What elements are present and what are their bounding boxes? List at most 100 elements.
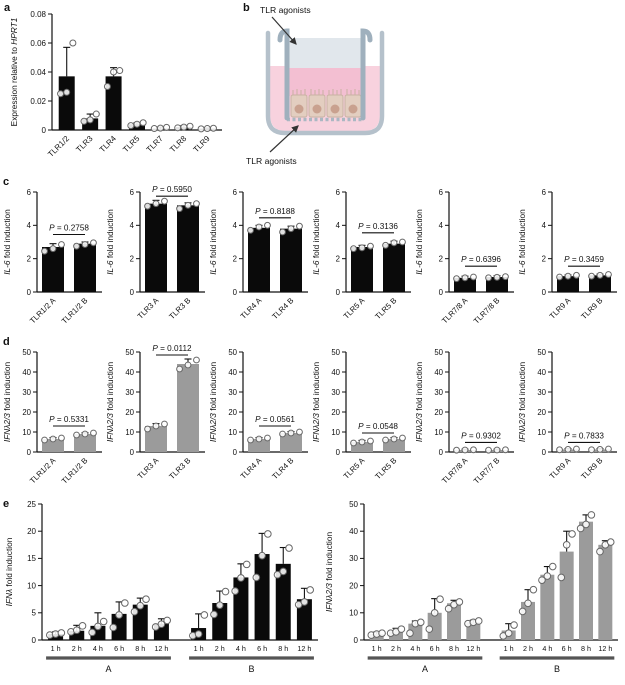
y-axis-title: IFNλ2/3 fold induction [105, 362, 115, 443]
x-tick-label: TLR1/2 B [60, 456, 90, 486]
data-point [350, 245, 357, 253]
y-tick-label: 30 [434, 388, 443, 397]
y-tick-label: 25 [27, 500, 36, 509]
bar [177, 205, 199, 292]
insert-wall-left [277, 28, 290, 121]
y-tick-label: 6 [336, 188, 340, 197]
y-tick-label: 20 [228, 408, 237, 417]
data-point [296, 428, 303, 436]
data-point [41, 247, 48, 255]
p-value: P = 0.0548 [358, 422, 398, 431]
y-tick-label: 30 [228, 388, 237, 397]
x-tick-label: 6 h [114, 644, 124, 653]
data-point [81, 241, 89, 248]
y-tick-label: 0 [542, 448, 547, 457]
bar [521, 601, 535, 640]
y-tick-label: 10 [22, 428, 31, 437]
data-point [587, 511, 596, 519]
data-point [115, 611, 123, 619]
data-point [588, 272, 595, 280]
bar [145, 426, 167, 452]
y-tick-label: 6 [130, 188, 134, 197]
data-point [444, 604, 453, 613]
data-point [582, 520, 590, 529]
data-point [470, 446, 477, 454]
group-label: A [422, 664, 428, 674]
bar [383, 439, 405, 452]
panel-label-e: e [3, 498, 10, 510]
p-value: P = 0.6396 [461, 255, 501, 264]
data-point [605, 271, 612, 278]
panel-label-d: d [3, 336, 10, 348]
bar [296, 599, 312, 640]
panel-c-chart-tlr4: 0 2 4 6 IL-6 fold induction TLR4 A TLR4 B P = 0… [208, 178, 311, 343]
data-point [606, 538, 615, 546]
data-point [378, 629, 386, 637]
x-tick-label: 4 h [542, 644, 552, 653]
y-tick-label: 2 [233, 254, 237, 263]
data-point [425, 625, 434, 633]
data-point [264, 434, 271, 442]
y-axis-title: IL-6 fold induction [311, 209, 321, 275]
data-point [562, 541, 571, 549]
data-point [73, 242, 80, 250]
data-point [116, 67, 124, 75]
x-tick-label: 12 h [154, 644, 168, 653]
data-point [197, 125, 205, 133]
data-point [163, 616, 171, 625]
chart-c4: 0 2 4 6 IL-6 fold induction TLR5 A TLR5 B P = 0… [311, 188, 411, 321]
data-point [390, 435, 398, 443]
data-point [493, 273, 501, 281]
x-tick-label: TLR5 [121, 134, 142, 155]
x-tick-label: TLR3 A [136, 295, 161, 320]
data-point [358, 438, 366, 446]
data-point [121, 599, 129, 607]
panel-c-chart-tlr78: 0 2 4 6 IL-6 fold induction TLR7/8 A TLR7/8 B P… [414, 178, 517, 343]
epithelial-cells [290, 89, 362, 118]
y-axis-title: IL-6 fold induction [517, 209, 527, 275]
data-point [564, 446, 572, 453]
x-tick-label: 4 h [93, 644, 103, 653]
data-point [150, 125, 158, 133]
panel-c-row: 0 2 4 6 IL-6 fold induction TLR1/2 A TLR1/2 B P… [2, 178, 620, 343]
x-tick-label: 8 h [278, 644, 288, 653]
bar [557, 276, 579, 292]
data-point [81, 430, 89, 438]
data-point [247, 226, 254, 234]
y-axis-title: IFNλ2/3 fold induction [517, 362, 527, 443]
x-tick-label: 12 h [598, 644, 612, 653]
x-tick-label: TLR8 [168, 134, 189, 155]
y-axis-title: Expression relative to HPRT1 [9, 18, 19, 127]
data-point [605, 445, 612, 453]
x-tick-label: TLR3 [74, 134, 95, 155]
data-point [127, 122, 135, 130]
p-value: P = 0.3459 [564, 255, 604, 264]
data-point [57, 90, 65, 98]
group-label: B [554, 664, 560, 674]
data-point [461, 446, 469, 454]
data-point [461, 274, 469, 282]
data-point [502, 273, 509, 281]
data-point [49, 435, 57, 443]
data-point [57, 629, 66, 637]
y-tick-label: 40 [22, 368, 31, 377]
bar [598, 544, 613, 640]
data-point [161, 197, 168, 205]
panel-d-chart-tlr78: 0 10 20 30 40 50 IFNλ2/3 fold induction TLR7/8 … [414, 338, 517, 503]
data-point [543, 572, 552, 580]
y-tick-label: 0 [27, 288, 32, 297]
data-point [556, 446, 563, 454]
bar [589, 275, 611, 292]
group-label: B [248, 664, 254, 674]
y-tick-label: 0 [233, 448, 238, 457]
x-tick-label: TLR1/2 A [28, 455, 58, 485]
data-point [58, 434, 65, 442]
y-axis-title: IFNλ2/3 fold induction [414, 362, 424, 443]
x-tick-label: TLR7/8 A [440, 455, 470, 485]
data-point [193, 200, 200, 208]
chart-c3: 0 2 4 6 IL-6 fold induction TLR4 A TLR4 B P = 0… [208, 188, 308, 321]
data-point [382, 436, 389, 444]
y-tick-label: 0 [336, 288, 341, 297]
